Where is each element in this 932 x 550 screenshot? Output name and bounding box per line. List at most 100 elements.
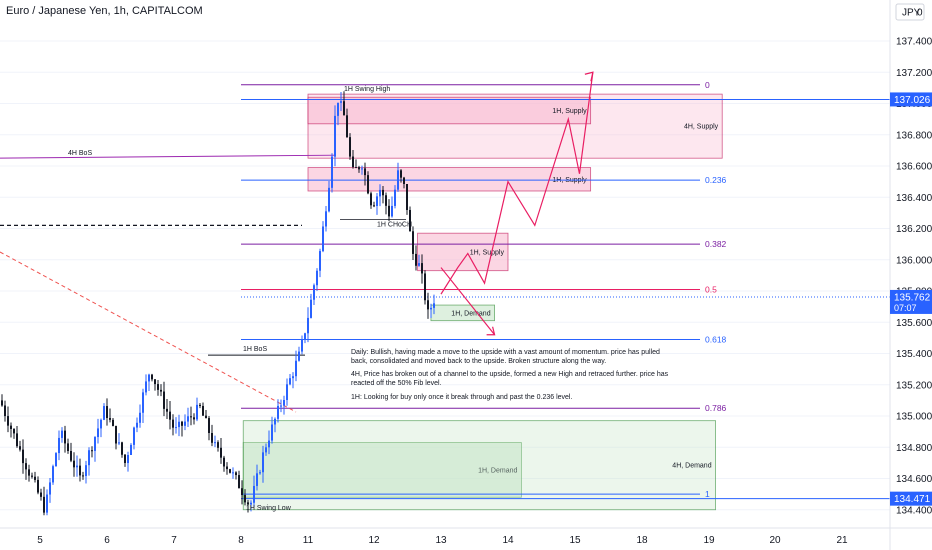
- candle-body: [331, 156, 333, 188]
- y-tick-label: 136.600: [896, 162, 932, 173]
- x-tick-label: 13: [435, 535, 447, 546]
- y-tick-label: 136.000: [896, 255, 932, 266]
- candle-body: [49, 482, 51, 495]
- fib-label: 0.5: [705, 284, 717, 294]
- projection-down-path: [440, 267, 496, 336]
- candle-body: [154, 379, 156, 385]
- x-tick-label: 21: [836, 535, 848, 546]
- candle-body: [433, 303, 435, 308]
- candle-body: [61, 430, 63, 438]
- candle-body: [415, 253, 417, 266]
- candle-body: [199, 404, 201, 406]
- note-line-7: 1H: Looking for buy only once it break t…: [351, 394, 572, 401]
- price-tag: [890, 92, 932, 107]
- candle-body: [16, 433, 18, 447]
- candle-body: [328, 187, 330, 212]
- y-tick-label: 135.400: [896, 349, 932, 360]
- candle-body: [163, 391, 165, 409]
- candle-body: [205, 415, 207, 419]
- candle-body: [418, 263, 420, 266]
- fib-label: 0.382: [705, 239, 727, 249]
- candle-body: [316, 270, 318, 286]
- candle-body: [28, 469, 30, 476]
- candle-body: [160, 389, 162, 392]
- candle-body: [268, 440, 270, 448]
- price-tag-value: 137.026: [894, 95, 931, 106]
- candle-body: [307, 317, 309, 334]
- x-tick-label: 11: [303, 535, 314, 546]
- candle-body: [25, 463, 27, 470]
- candle-body: [31, 475, 33, 477]
- candle-body: [130, 444, 132, 455]
- zone-supply: [307, 96, 592, 125]
- candle-body: [325, 211, 327, 227]
- projection-arrowhead: [584, 71, 594, 82]
- candle-body: [394, 189, 396, 206]
- candle-body: [19, 446, 21, 450]
- candle-body: [247, 502, 249, 505]
- candle-body: [229, 469, 231, 473]
- zone-supply: [417, 232, 509, 272]
- note-line-2: back, consolidated and moved back to the…: [351, 358, 606, 365]
- price-tag-time: 07:07: [894, 303, 917, 313]
- y-tick-label: 137.400: [896, 37, 932, 48]
- zone-demand: [242, 442, 522, 498]
- projection-down-arrowhead: [486, 326, 496, 336]
- candle-body: [295, 360, 297, 377]
- zone-demand: [242, 420, 717, 511]
- candle-body: [202, 405, 204, 416]
- candle-body: [103, 406, 105, 420]
- candle-body: [43, 496, 45, 513]
- currency-badge[interactable]: JPY: [895, 3, 925, 21]
- zone-label: 1H, Demand: [478, 467, 517, 474]
- candle-body: [223, 457, 225, 467]
- candle-body: [190, 416, 192, 418]
- candle-body: [52, 466, 54, 483]
- annotation-label: 1H Swing High: [344, 86, 390, 93]
- zone-label: 4H, Supply: [684, 124, 719, 131]
- structure-lines: [0, 98, 890, 500]
- annotation-label: 1H Swing Low: [246, 505, 292, 512]
- y-tick-label: 136.200: [896, 224, 932, 235]
- candle-body: [22, 449, 24, 464]
- fib-label: 0.786: [705, 403, 727, 413]
- analysis-notes: Daily: Bullish, having made a move to th…: [351, 349, 669, 401]
- y-tick-label: 135.200: [896, 380, 932, 391]
- price-tag-value: 134.471: [894, 494, 931, 505]
- note-line-5: reacted off the 50% Fib level.: [351, 380, 442, 387]
- y-tick-label: 134.800: [896, 443, 932, 454]
- candle-body: [427, 300, 429, 310]
- time-axis[interactable]: 5 6 7 8 11 12 13 14 15 18 19 20 21: [37, 535, 848, 546]
- candle-body: [280, 405, 282, 407]
- bos-4h-line: [0, 154, 337, 159]
- candle-body: [253, 485, 255, 503]
- zone-label: 1H, Demand: [451, 310, 490, 317]
- candle-body: [115, 425, 117, 444]
- candle-body: [124, 454, 126, 464]
- candle-body: [352, 156, 354, 168]
- candle-body: [187, 416, 189, 422]
- y-tick-label: 135.600: [896, 318, 932, 329]
- candle-body: [367, 175, 369, 194]
- candle-body: [1, 400, 3, 406]
- candle-body: [421, 263, 423, 274]
- candle-body: [235, 472, 237, 476]
- candle-body: [55, 453, 57, 467]
- y-tick-label: 137.200: [896, 68, 932, 79]
- x-tick-label: 7: [171, 535, 177, 546]
- chart-title: Euro / Japanese Yen, 1h, CAPITALCOM: [6, 5, 203, 17]
- candle-body: [376, 196, 378, 206]
- candles: [1, 91, 435, 516]
- x-tick-label: 12: [368, 535, 380, 546]
- candle-body: [58, 437, 60, 454]
- candle-body: [142, 392, 144, 413]
- candle-body: [385, 195, 387, 206]
- candle-body: [169, 411, 171, 420]
- zone-label: 1H, Supply: [552, 108, 587, 115]
- projection-up-path: [440, 72, 594, 295]
- candle-body: [256, 473, 258, 486]
- candle-body: [334, 115, 336, 157]
